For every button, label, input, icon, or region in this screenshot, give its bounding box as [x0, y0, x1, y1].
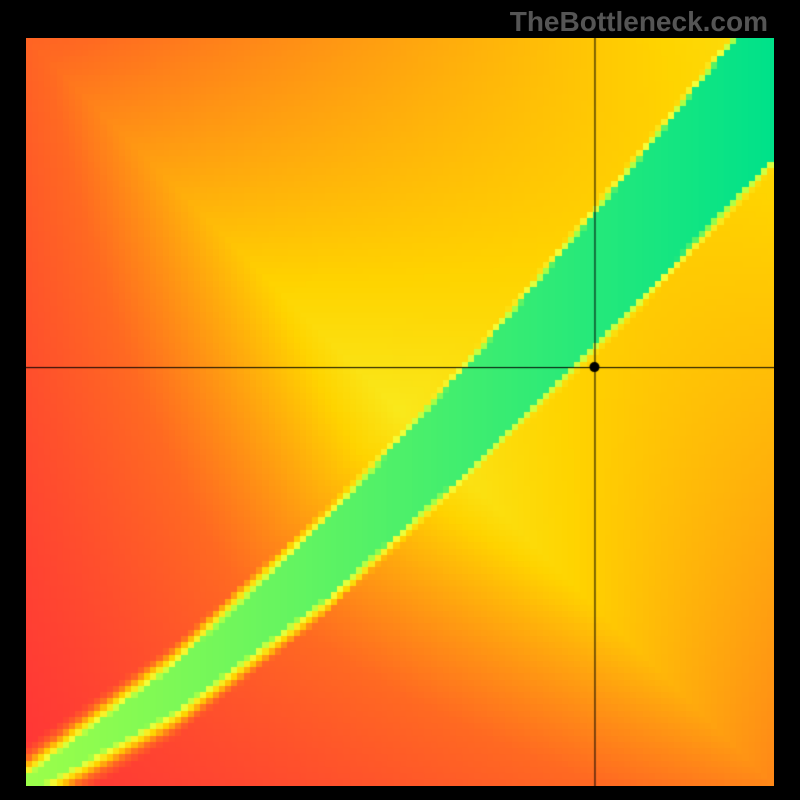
- bottleneck-heatmap: [26, 38, 774, 786]
- chart-container: TheBottleneck.com: [0, 0, 800, 800]
- watermark-text: TheBottleneck.com: [510, 6, 768, 38]
